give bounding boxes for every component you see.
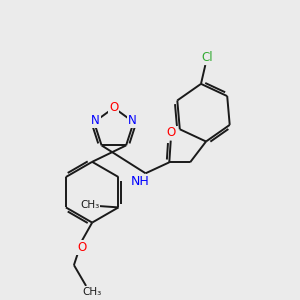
Text: CH₃: CH₃ xyxy=(83,287,102,297)
Text: O: O xyxy=(166,126,176,139)
Text: N: N xyxy=(91,115,100,128)
Text: Cl: Cl xyxy=(201,51,213,64)
Text: O: O xyxy=(77,241,87,254)
Text: NH: NH xyxy=(131,175,150,188)
Text: O: O xyxy=(109,101,119,114)
Text: N: N xyxy=(128,115,137,128)
Text: CH₃: CH₃ xyxy=(80,200,99,210)
